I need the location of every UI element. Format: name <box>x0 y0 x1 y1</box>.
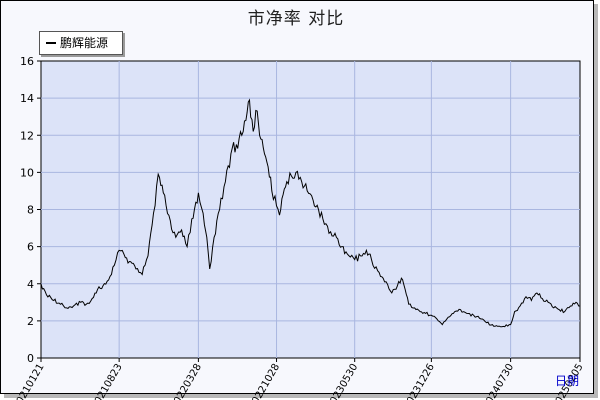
x-tick-label: 20210823 <box>90 362 125 400</box>
grid-lines <box>41 61 580 358</box>
y-tick-label: 4 <box>27 278 34 291</box>
y-tick-label: 2 <box>27 315 34 328</box>
chart-title: 市净率 对比 <box>247 9 345 29</box>
x-tick-label: 20221028 <box>247 362 282 400</box>
x-tick-label: 20210121 <box>12 362 47 400</box>
x-axis-label: 日期 <box>555 374 580 388</box>
y-tick-label: 6 <box>27 241 34 254</box>
series-line-penghui <box>40 98 580 328</box>
y-tick-label: 14 <box>20 92 34 105</box>
y-tick-label: 10 <box>20 166 34 179</box>
legend: 鹏辉能源 <box>39 31 123 55</box>
y-tick-label: 8 <box>27 204 34 217</box>
x-tick-label: 20231226 <box>402 362 437 400</box>
legend-swatch <box>46 42 56 44</box>
x-axis: 20210121 20210823 20220328 20221028 20230530… <box>12 358 586 400</box>
y-tick-label: 12 <box>20 129 34 142</box>
y-tick-label: 0 <box>27 352 34 365</box>
y-axis: 0 2 4 6 8 10 12 14 16 <box>20 55 41 365</box>
x-tick-label: 20220328 <box>169 362 204 400</box>
x-tick-label: 20240730 <box>481 362 516 400</box>
x-tick-label: 20230530 <box>325 362 360 400</box>
legend-label: 鹏辉能源 <box>60 36 109 50</box>
y-tick-label: 16 <box>20 55 34 68</box>
